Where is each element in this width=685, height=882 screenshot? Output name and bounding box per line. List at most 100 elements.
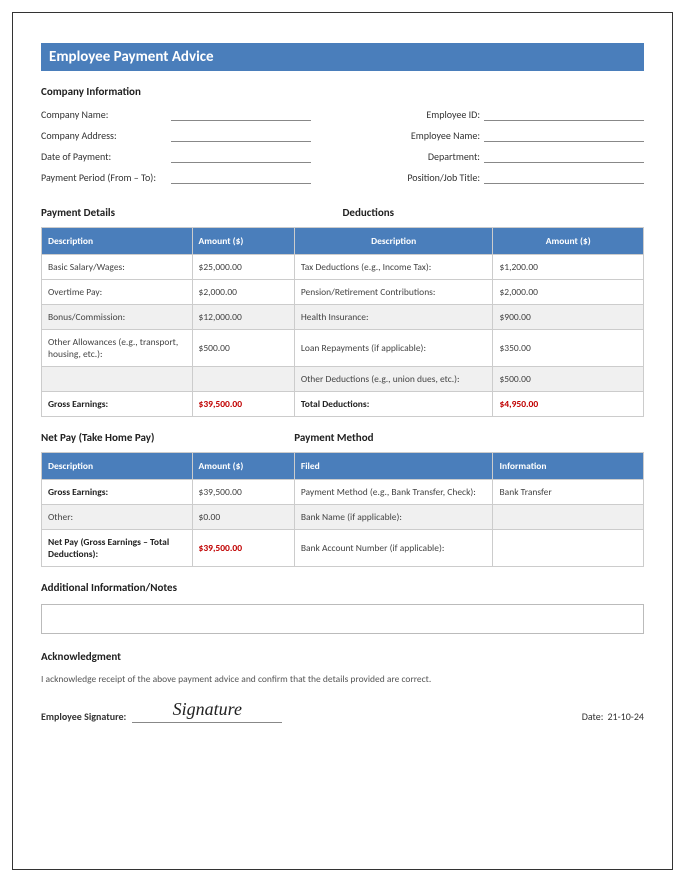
document-title: Employee Payment Advice — [41, 43, 644, 71]
cell — [493, 530, 644, 567]
netpay-table: Description Amount ($) Filed Information… — [41, 452, 644, 567]
field-label: Company Address: — [41, 129, 171, 142]
cell: $900.00 — [493, 305, 644, 330]
payment-details-title: Payment Details — [41, 206, 343, 219]
signature-line: Signature — [132, 701, 282, 723]
table-row: Other Deductions (e.g., union dues, etc.… — [42, 367, 644, 392]
field-line — [484, 129, 644, 142]
cell: $39,500.00 — [192, 480, 294, 505]
cell: $350.00 — [493, 330, 644, 367]
cell: $39,500.00 — [192, 530, 294, 567]
cell: Overtime Pay: — [42, 280, 193, 305]
info-row: Payment Period (From – To): — [41, 171, 343, 184]
signature-label: Employee Signature: — [41, 710, 126, 723]
table-row: Basic Salary/Wages: $25,000.00 Tax Deduc… — [42, 255, 644, 280]
table-row: Other Allowances (e.g., transport, housi… — [42, 330, 644, 367]
table-row: Overtime Pay: $2,000.00 Pension/Retireme… — [42, 280, 644, 305]
info-row: Company Address: — [41, 129, 343, 142]
cell: Bank Name (if applicable): — [294, 505, 493, 530]
field-line — [171, 129, 311, 142]
document-page: Employee Payment Advice Company Informat… — [12, 12, 673, 870]
info-row: Employee ID: — [343, 108, 645, 121]
cell: Health Insurance: — [294, 305, 493, 330]
cell: Tax Deductions (e.g., Income Tax): — [294, 255, 493, 280]
field-label: Employee Name: — [354, 129, 484, 142]
table-header-row: Description Amount ($) Filed Information — [42, 453, 644, 480]
ack-text: I acknowledge receipt of the above payme… — [41, 673, 644, 685]
cell: Other: — [42, 505, 193, 530]
info-row: Department: — [343, 150, 645, 163]
field-label: Payment Period (From – To): — [41, 171, 171, 184]
cell: $12,000.00 — [192, 305, 294, 330]
netpay-title: Net Pay (Take Home Pay) — [41, 431, 294, 444]
col-header: Amount ($) — [192, 453, 294, 480]
cell: Bank Account Number (if applicable): — [294, 530, 493, 567]
cell: $39,500.00 — [192, 392, 294, 417]
payment-details-table: Description Amount ($) Description Amoun… — [41, 227, 644, 417]
company-info-left: Company Name: Company Address: Date of P… — [41, 108, 343, 192]
table-row: Net Pay (Gross Earnings – Total Deductio… — [42, 530, 644, 567]
field-line — [171, 171, 311, 184]
cell — [493, 505, 644, 530]
notes-box — [41, 604, 644, 634]
field-line — [484, 150, 644, 163]
field-label: Company Name: — [41, 108, 171, 121]
cell — [42, 367, 193, 392]
deductions-title: Deductions — [343, 206, 645, 219]
cell: $500.00 — [493, 367, 644, 392]
netpay-titles: Net Pay (Take Home Pay) Payment Method — [41, 431, 644, 444]
cell: Loan Repayments (if applicable): — [294, 330, 493, 367]
field-label: Department: — [354, 150, 484, 163]
table-total-row: Gross Earnings: $39,500.00 Total Deducti… — [42, 392, 644, 417]
table-row: Bonus/Commission: $12,000.00 Health Insu… — [42, 305, 644, 330]
field-line — [484, 108, 644, 121]
cell: Bonus/Commission: — [42, 305, 193, 330]
info-row: Date of Payment: — [41, 150, 343, 163]
payment-method-title: Payment Method — [294, 431, 596, 444]
signature-value: Signature — [173, 699, 242, 720]
field-line — [484, 171, 644, 184]
cell: Payment Method (e.g., Bank Transfer, Che… — [294, 480, 493, 505]
cell: $2,000.00 — [192, 280, 294, 305]
cell: $500.00 — [192, 330, 294, 367]
info-row: Position/Job Title: — [343, 171, 645, 184]
cell: Pension/Retirement Contributions: — [294, 280, 493, 305]
col-header: Information — [493, 453, 644, 480]
field-label: Employee ID: — [354, 108, 484, 121]
cell: Gross Earnings: — [42, 392, 193, 417]
table-row: Gross Earnings: $39,500.00 Payment Metho… — [42, 480, 644, 505]
cell: Bank Transfer — [493, 480, 644, 505]
col-header: Description — [42, 228, 193, 255]
cell — [192, 367, 294, 392]
date-label: Date: — [582, 710, 604, 723]
cell: $2,000.00 — [493, 280, 644, 305]
field-line — [171, 150, 311, 163]
ack-title: Acknowledgment — [41, 650, 644, 663]
cell: $4,950.00 — [493, 392, 644, 417]
cell: Gross Earnings: — [42, 480, 193, 505]
cell: Other Deductions (e.g., union dues, etc.… — [294, 367, 493, 392]
field-label: Position/Job Title: — [354, 171, 484, 184]
company-info-title: Company Information — [41, 85, 644, 98]
payment-details-titles: Payment Details Deductions — [41, 206, 644, 219]
cell: Basic Salary/Wages: — [42, 255, 193, 280]
date-value: 21-10-24 — [607, 710, 644, 723]
col-header: Filed — [294, 453, 493, 480]
company-info-right: Employee ID: Employee Name: Department: … — [343, 108, 645, 192]
field-line — [171, 108, 311, 121]
col-header: Description — [42, 453, 193, 480]
col-header: Amount ($) — [493, 228, 644, 255]
cell: $1,200.00 — [493, 255, 644, 280]
col-header: Description — [294, 228, 493, 255]
field-label: Date of Payment: — [41, 150, 171, 163]
table-row: Other: $0.00 Bank Name (if applicable): — [42, 505, 644, 530]
cell: Total Deductions: — [294, 392, 493, 417]
cell: $0.00 — [192, 505, 294, 530]
cell: Other Allowances (e.g., transport, housi… — [42, 330, 193, 367]
info-row: Company Name: — [41, 108, 343, 121]
signature-row: Employee Signature: Signature Date: 21-1… — [41, 701, 644, 723]
info-row: Employee Name: — [343, 129, 645, 142]
cell: Net Pay (Gross Earnings – Total Deductio… — [42, 530, 193, 567]
cell: $25,000.00 — [192, 255, 294, 280]
notes-title: Additional Information/Notes — [41, 581, 644, 594]
